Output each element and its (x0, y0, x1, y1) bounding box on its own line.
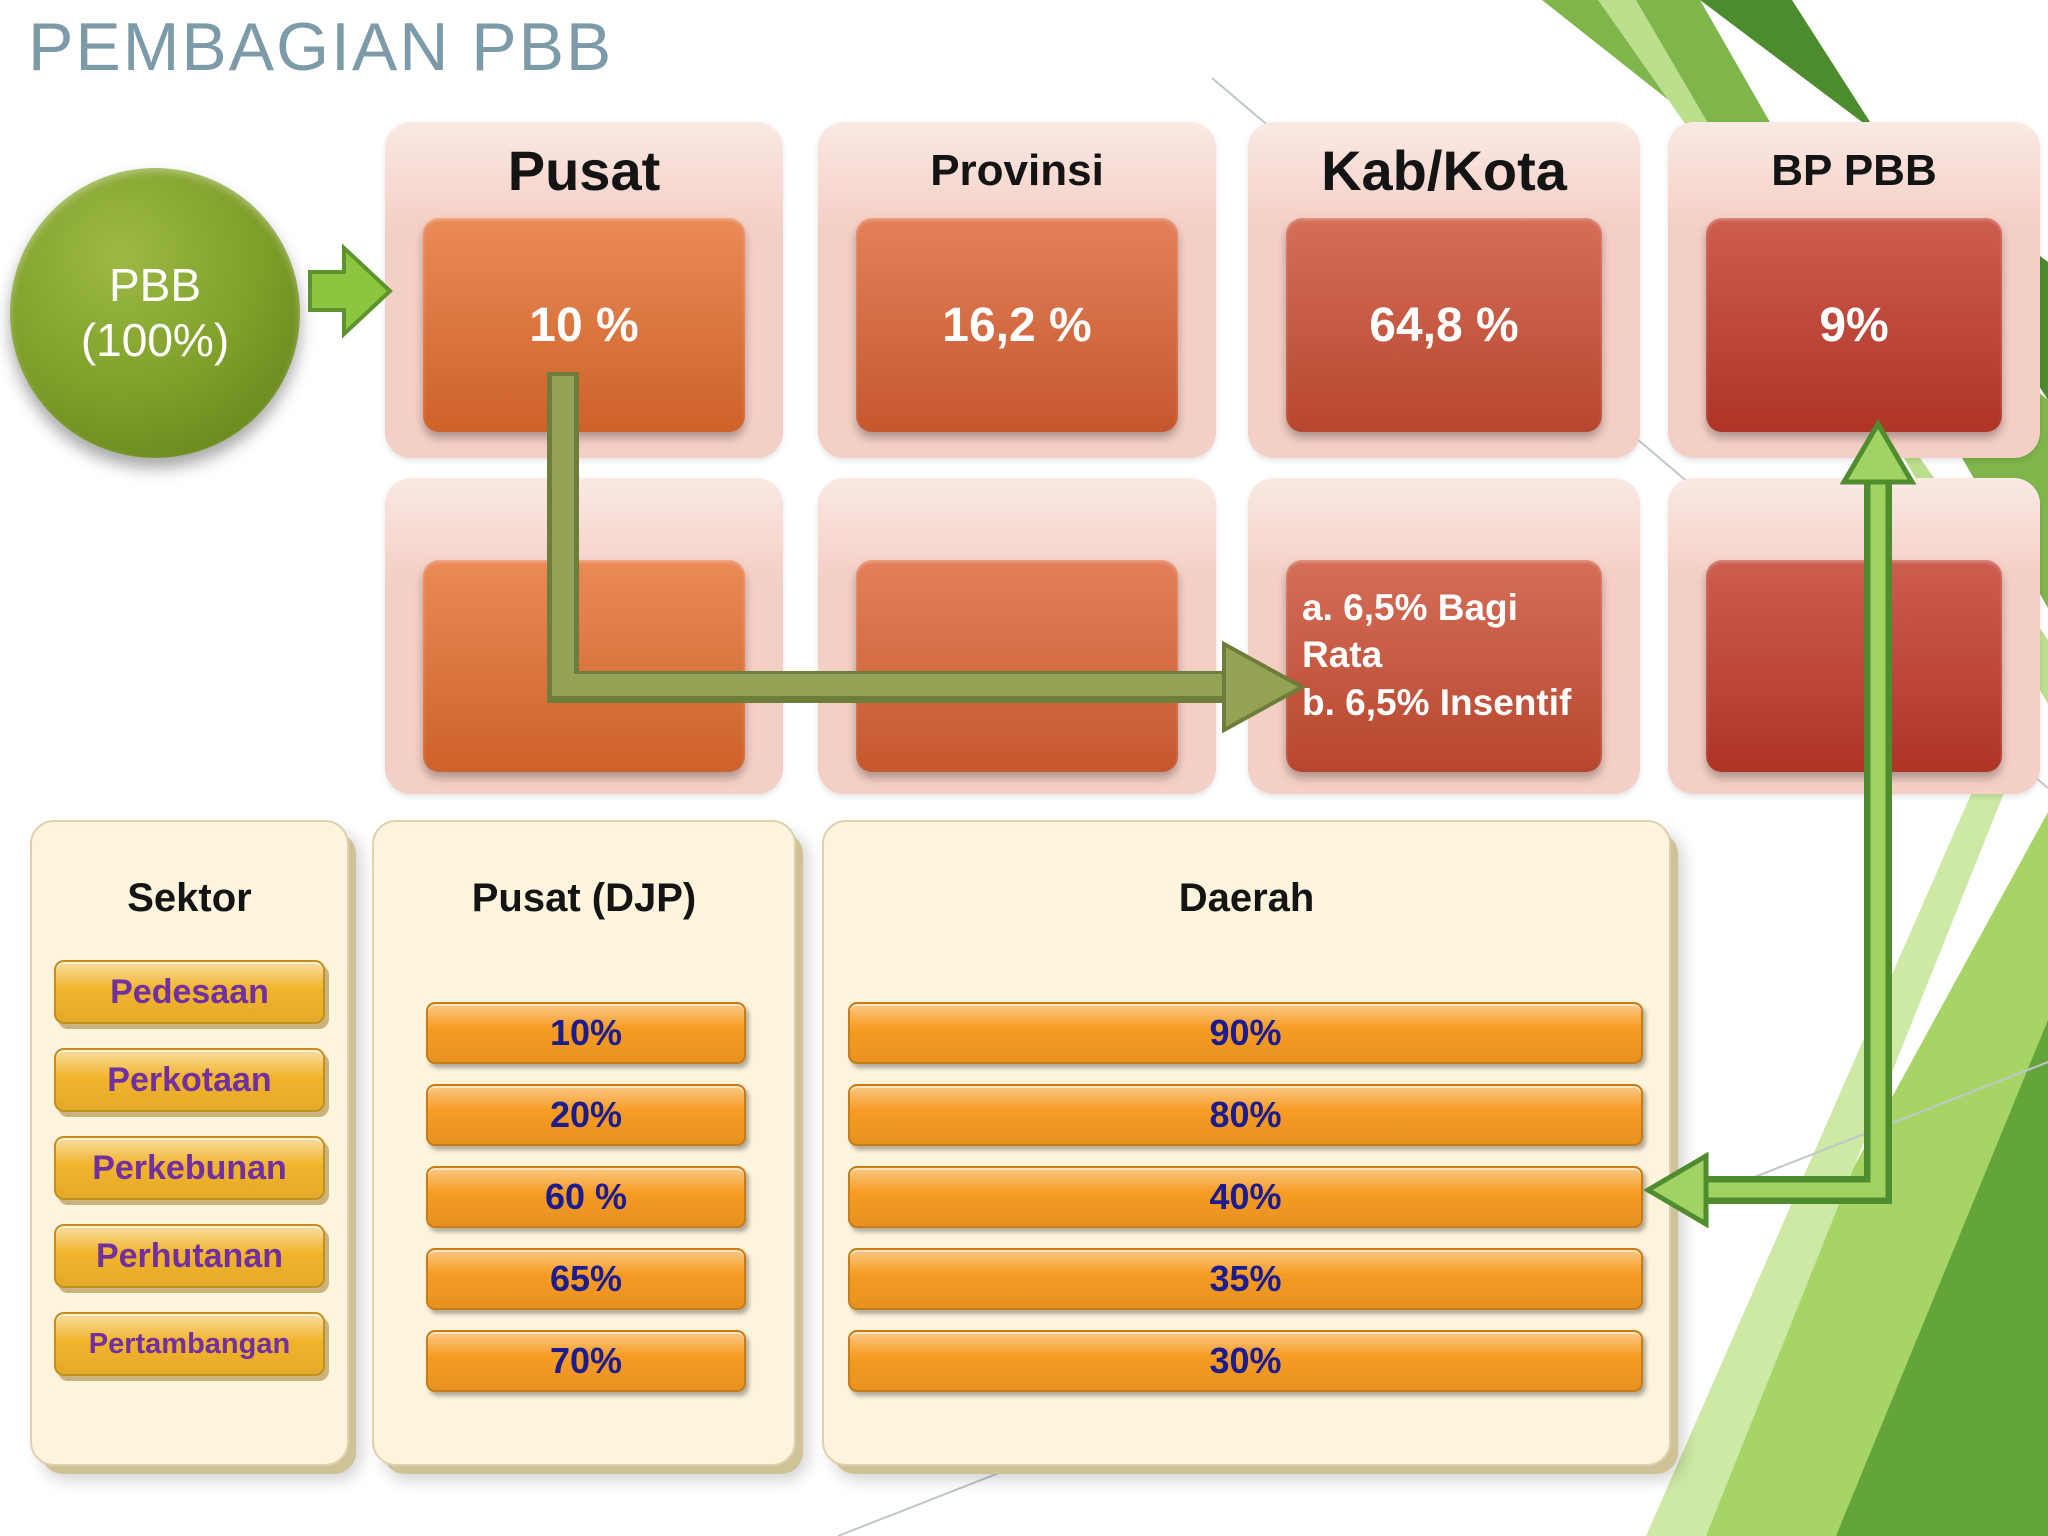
sektor-item-pedesaan: Pedesaan (54, 960, 325, 1024)
provinsi-share-value: 16,2 % (942, 298, 1092, 352)
card-bppbb-share: BP PBB 9% (1668, 122, 2040, 458)
daerah-bar-3: 40% (848, 1166, 1643, 1228)
sektor-panel: Sektor Pedesaan Perkotaan Perkebunan Per… (30, 820, 349, 1466)
sektor-item-pertambangan: Pertambangan (54, 1312, 325, 1376)
pusat-djp-bar-5: 70% (426, 1330, 746, 1392)
pusat-header: Pusat (507, 139, 661, 202)
green-triangles-bottom (1646, 748, 2048, 1536)
kabkota-share-box: 64,8 % (1286, 218, 1602, 432)
daerah-bar-1: 90% (848, 1002, 1643, 1064)
daerah-bar-2: 80% (848, 1084, 1643, 1146)
kabkota-split-line-b: b. 6,5% Insentif (1302, 681, 1572, 723)
pbb-circle-line1: PBB (108, 258, 202, 311)
bppbb-share-value: 9% (1819, 298, 1889, 352)
pbb-total-circle: PBB (100%) (10, 168, 300, 458)
pusat-djp-bar-2: 20% (426, 1084, 746, 1146)
pusat-share-value: 10 % (529, 298, 639, 352)
bppbb-share-box: 9% (1706, 218, 2002, 432)
bppbb-header: BP PBB (1771, 146, 1937, 195)
sektor-item-perkebunan: Perkebunan (54, 1136, 325, 1200)
card-pusat-secondary (385, 478, 783, 794)
sektor-item-perhutanan: Perhutanan (54, 1224, 325, 1288)
daerah-panel: Daerah 90% 80% 40% 35% 30% (822, 820, 1671, 1466)
bppbb-secondary-box (1706, 560, 2002, 772)
card-pusat-share: Pusat 10 % (385, 122, 783, 458)
kabkota-split-box: a. 6,5% Bagi Rata b. 6,5% Insentif (1286, 560, 1602, 772)
sektor-item-perkotaan: Perkotaan (54, 1048, 325, 1112)
card-bppbb-secondary (1668, 478, 2040, 794)
pusat-djp-bar-1: 10% (426, 1002, 746, 1064)
pusat-secondary-box (423, 560, 745, 772)
sektor-panel-header: Sektor (127, 876, 252, 920)
card-provinsi-share: Provinsi 16,2 % (818, 122, 1216, 458)
daerah-panel-header: Daerah (1178, 876, 1315, 920)
kabkota-header: Kab/Kota (1321, 139, 1567, 202)
pusat-djp-bar-3: 60 % (426, 1166, 746, 1228)
provinsi-secondary-box (856, 560, 1178, 772)
page-title: PEMBAGIAN PBB (28, 9, 614, 85)
daerah-bar-4: 35% (848, 1248, 1643, 1310)
provinsi-header: Provinsi (930, 146, 1104, 195)
pusat-djp-panel: Pusat (DJP) 10% 20% 60 % 65% 70% (372, 820, 796, 1466)
kabkota-share-value: 64,8 % (1369, 298, 1519, 352)
daerah-bar-5: 30% (848, 1330, 1643, 1392)
card-kabkota-share: Kab/Kota 64,8 % (1248, 122, 1640, 458)
card-kabkota-split: a. 6,5% Bagi Rata b. 6,5% Insentif (1248, 478, 1640, 794)
pusat-djp-panel-header: Pusat (DJP) (471, 876, 697, 920)
pbb-circle-line2: (100%) (80, 314, 230, 366)
pusat-share-box: 10 % (423, 218, 745, 432)
provinsi-share-box: 16,2 % (856, 218, 1178, 432)
pusat-djp-bar-4: 65% (426, 1248, 746, 1310)
kabkota-split-line-a: a. 6,5% Bagi Rata (1302, 587, 1518, 676)
card-provinsi-secondary (818, 478, 1216, 794)
